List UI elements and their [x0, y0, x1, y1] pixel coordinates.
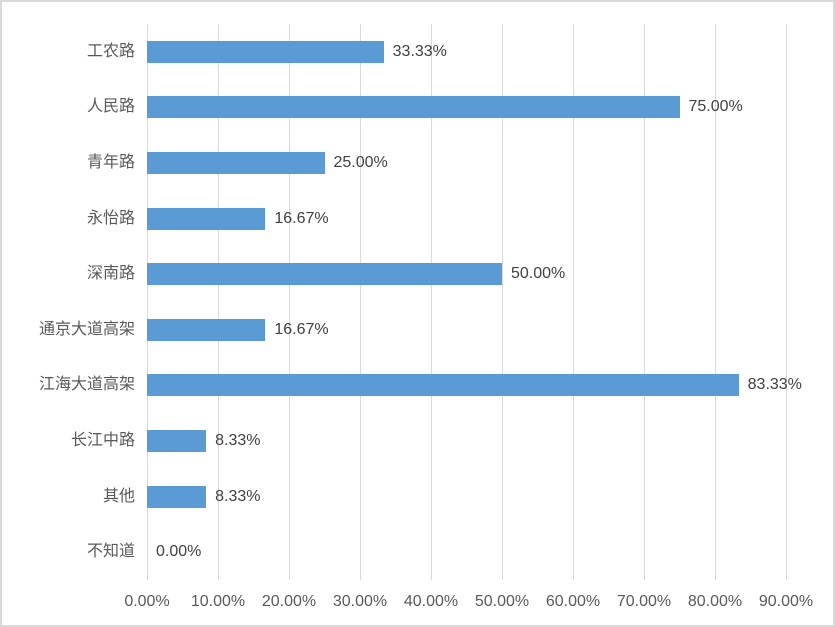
value-label: 8.33% [215, 432, 261, 449]
bar [147, 430, 207, 452]
gridline [502, 24, 503, 580]
category-label: 长江中路 [70, 432, 135, 449]
gridline [786, 24, 787, 580]
gridline [573, 24, 574, 580]
category-label: 深南路 [86, 265, 135, 283]
plot-area [147, 24, 787, 580]
value-label: 50.00% [511, 265, 566, 283]
category-label: 通京大道高架 [38, 320, 135, 338]
category-label: 青年路 [86, 154, 135, 171]
value-label: 83.33% [747, 376, 802, 394]
x-tick-label: 80.00% [687, 593, 743, 610]
x-tick-label: 20.00% [261, 593, 317, 610]
x-tick-label: 90.00% [758, 593, 814, 610]
bar [147, 207, 266, 230]
x-tick-label: 40.00% [403, 593, 459, 610]
gridline [360, 24, 361, 580]
x-tick-label: 50.00% [474, 593, 530, 610]
category-label: 人民路 [86, 98, 135, 116]
x-tick-label: 10.00% [190, 593, 246, 610]
bar [147, 485, 207, 508]
bar [147, 318, 266, 341]
gridline [218, 24, 219, 580]
value-label: 16.67% [274, 320, 329, 338]
x-tick-label: 60.00% [545, 593, 601, 610]
category-label: 工农路 [86, 42, 135, 60]
value-label: 16.67% [274, 209, 329, 227]
gridline [147, 24, 148, 580]
gridline [431, 24, 432, 580]
value-label: 33.33% [392, 42, 447, 60]
value-label: 25.00% [333, 154, 388, 171]
category-label: 不知道 [86, 543, 135, 561]
gridline [715, 24, 716, 580]
bar [147, 96, 680, 119]
gridline [644, 24, 645, 580]
value-label: 0.00% [156, 543, 202, 561]
category-label: 其他 [102, 487, 135, 505]
category-label: 永怡路 [86, 209, 135, 227]
x-tick-label: 30.00% [332, 593, 388, 610]
gridline [289, 24, 290, 580]
bar [147, 40, 384, 63]
value-label: 8.33% [215, 487, 261, 505]
bar [147, 374, 739, 397]
category-label: 江海大道高架 [38, 376, 135, 394]
x-tick-label: 70.00% [616, 593, 672, 610]
value-label: 75.00% [688, 98, 743, 116]
x-tick-label: 0.00% [124, 593, 170, 610]
bar [147, 152, 325, 174]
bar [147, 263, 502, 286]
